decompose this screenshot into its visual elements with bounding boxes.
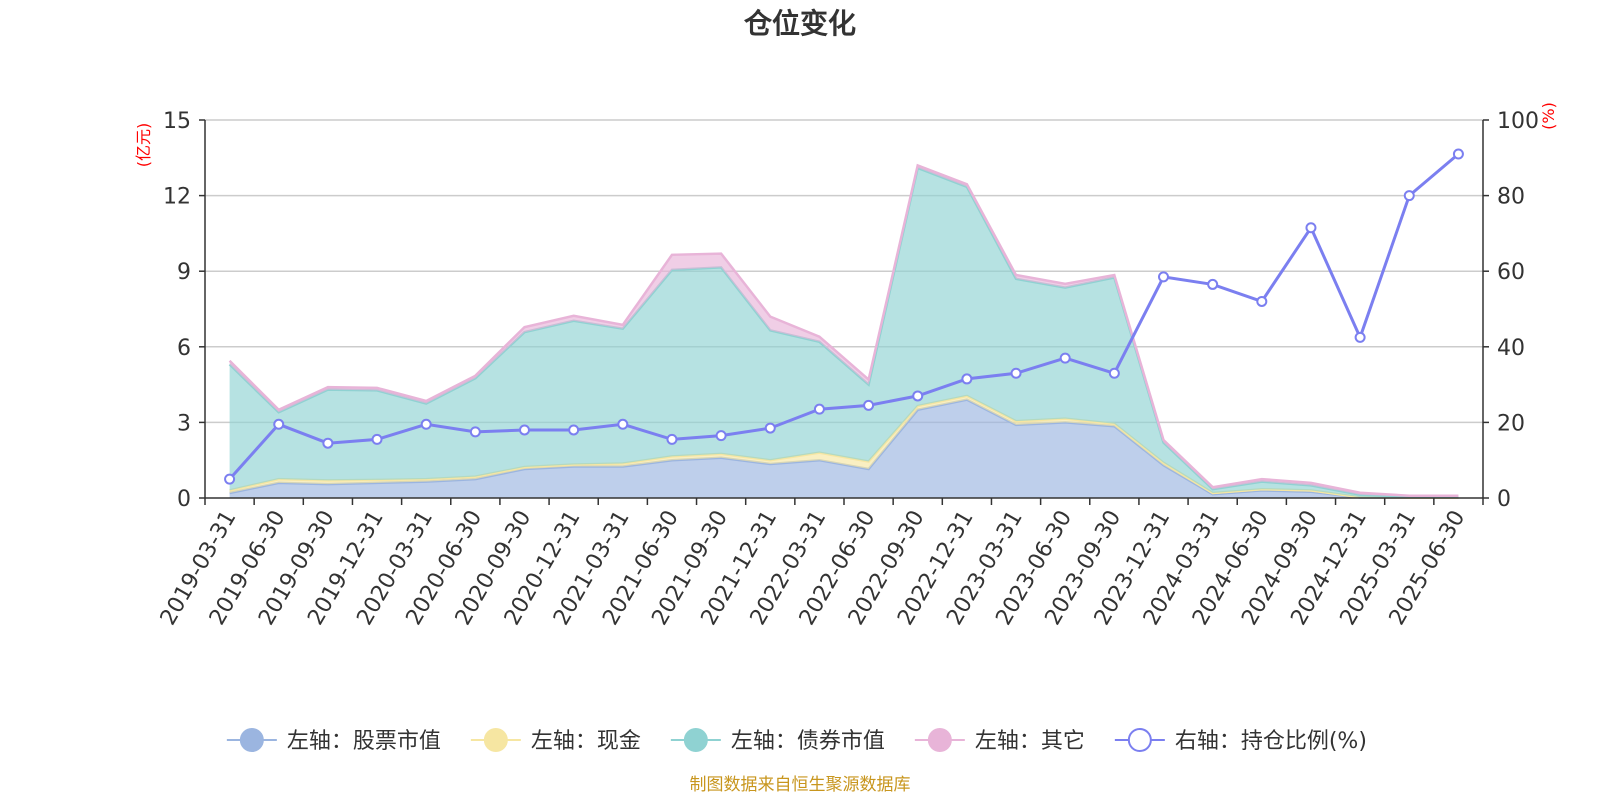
data-source-note: 制图数据来自恒生聚源数据库 bbox=[690, 775, 911, 795]
area-series bbox=[229, 167, 1459, 498]
right-axis-tick-label: 20 bbox=[1497, 411, 1525, 436]
ratio-point bbox=[420, 418, 432, 430]
left-axis-tick-label: 0 bbox=[177, 487, 191, 512]
ratio-point bbox=[813, 403, 825, 415]
right-axis-unit: (%) bbox=[1539, 102, 1558, 130]
legend-marker bbox=[927, 728, 952, 752]
ratio-point bbox=[469, 426, 481, 438]
left-axis-unit: (亿元) bbox=[134, 123, 153, 168]
ratio-line-layer bbox=[224, 148, 1464, 485]
ratio-point bbox=[666, 433, 678, 445]
legend-marker bbox=[1127, 728, 1152, 752]
ratio-point bbox=[1010, 367, 1022, 379]
right-axis-tick-label: 60 bbox=[1497, 260, 1525, 285]
legend-item: 左轴：债券市值 bbox=[670, 728, 885, 754]
area-layer bbox=[228, 163, 1459, 499]
area-series bbox=[229, 399, 1459, 498]
chart-title: 仓位变化 bbox=[744, 7, 856, 40]
right-axis-tick-label: 80 bbox=[1497, 185, 1525, 210]
ratio-point bbox=[617, 418, 629, 430]
ratio-point bbox=[912, 390, 924, 402]
legend-marker bbox=[483, 728, 508, 752]
ratio-line bbox=[228, 152, 1460, 481]
legend-item: 右轴：持仓比例(%) bbox=[1114, 728, 1367, 754]
ratio-point bbox=[1059, 352, 1071, 364]
right-axis-tick-label: 0 bbox=[1497, 487, 1511, 512]
right-axis-tick-label: 40 bbox=[1497, 336, 1525, 361]
legend-marker bbox=[239, 728, 264, 752]
ratio-point bbox=[371, 433, 383, 445]
ratio-point bbox=[863, 399, 875, 411]
ratio-point bbox=[1403, 190, 1415, 202]
ratio-point bbox=[1256, 295, 1268, 307]
left-axis-tick-label: 12 bbox=[163, 185, 191, 210]
legend-label: 左轴：股票市值 bbox=[287, 729, 441, 754]
legend: 左轴：股票市值 左轴：现金 左轴：债券市值 左轴：其它 右轴：持仓比例(%) bbox=[226, 728, 1367, 754]
ratio-point bbox=[568, 424, 580, 436]
ratio-point bbox=[961, 373, 973, 385]
legend-label: 左轴：其它 bbox=[975, 729, 1085, 754]
legend-label: 右轴：持仓比例(%) bbox=[1175, 729, 1367, 754]
left-axis-tick-label: 3 bbox=[177, 411, 191, 436]
left-axis-tick-label: 9 bbox=[177, 260, 191, 285]
ratio-point bbox=[1452, 148, 1464, 160]
ratio-point bbox=[1108, 367, 1120, 379]
grid-layer bbox=[205, 119, 1483, 424]
legend-item: 左轴：现金 bbox=[470, 728, 641, 754]
ratio-point bbox=[1305, 222, 1317, 234]
left-axis-tick-label: 6 bbox=[177, 336, 191, 361]
ratio-point bbox=[1207, 278, 1219, 290]
left-axis-tick-label: 15 bbox=[163, 109, 191, 134]
ratio-point bbox=[224, 473, 236, 485]
legend-item: 左轴：股票市值 bbox=[226, 728, 441, 754]
ratio-point bbox=[273, 418, 285, 430]
ratio-point bbox=[519, 424, 530, 436]
legend-label: 左轴：现金 bbox=[531, 729, 641, 754]
ratio-point bbox=[1158, 271, 1169, 283]
legend-label: 左轴：债券市值 bbox=[731, 729, 885, 754]
ratio-point bbox=[764, 422, 776, 434]
ratio-point bbox=[322, 437, 334, 449]
ratio-point bbox=[1354, 331, 1366, 343]
right-axis-tick-label: 100 bbox=[1497, 109, 1539, 134]
ratio-point bbox=[715, 430, 727, 442]
legend-item: 左轴：其它 bbox=[914, 728, 1085, 754]
legend-marker bbox=[683, 728, 708, 752]
area-edge-line bbox=[228, 163, 1459, 497]
